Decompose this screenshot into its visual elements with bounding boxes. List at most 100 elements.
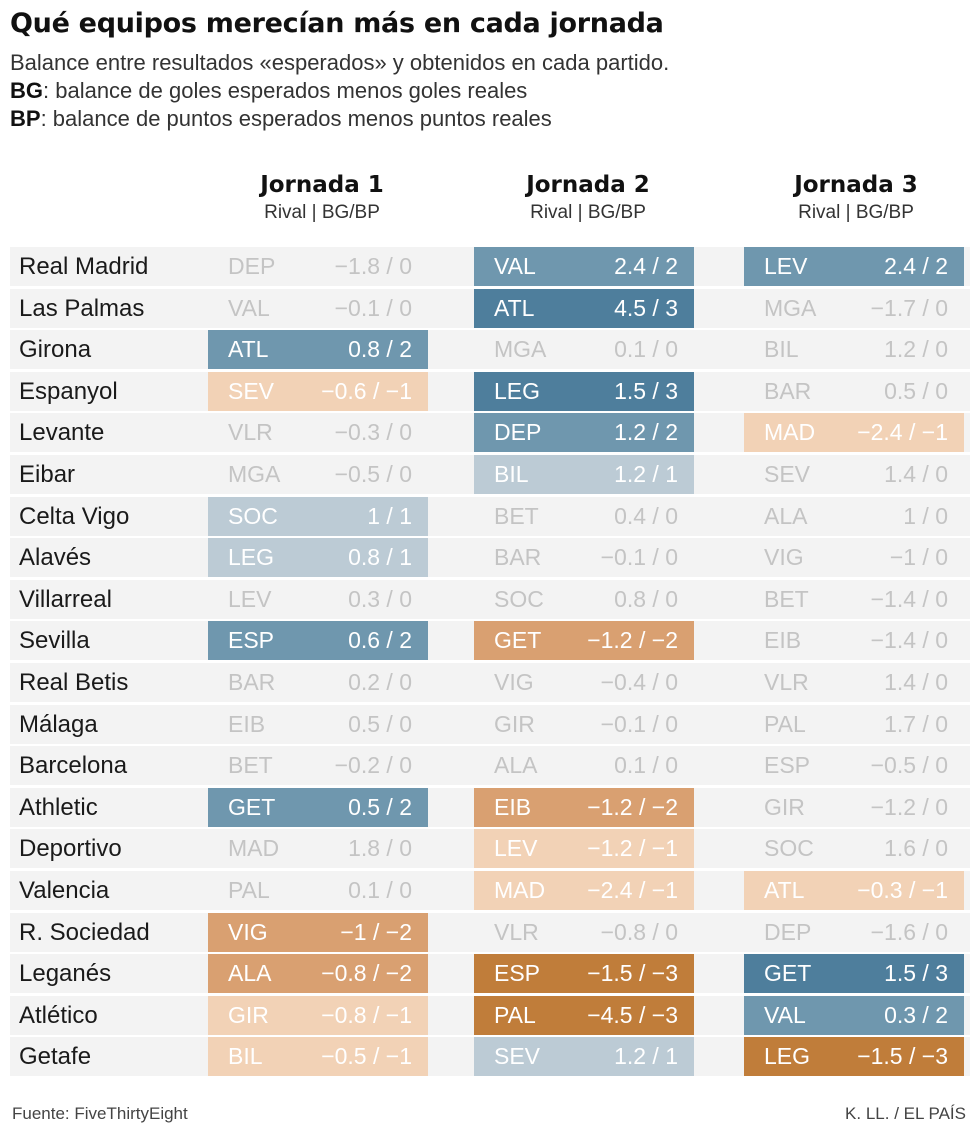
match-cell: SOC 1.6 / 0 — [744, 829, 964, 868]
table-row — [10, 746, 970, 785]
balance-value: 1.4 / 0 — [884, 461, 948, 487]
rival-code: LEV — [764, 253, 808, 279]
match-cell: BAR −0.1 / 0 — [474, 538, 694, 577]
team-name: Sevilla — [19, 627, 90, 654]
row-divider — [10, 1076, 970, 1078]
rival-code: PAL — [228, 877, 270, 903]
rival-code: ALA — [494, 752, 538, 778]
balance-value: −1.5 / −3 — [857, 1043, 948, 1069]
table-row — [10, 913, 970, 952]
balance-value: 1.2 / 1 — [614, 461, 678, 487]
match-cell: DEP 1.2 / 2 — [474, 413, 694, 452]
balance-value: −2.4 / −1 — [587, 877, 678, 903]
balance-value: 1.2 / 2 — [614, 419, 678, 445]
balance-value: 2.4 / 2 — [884, 253, 948, 279]
team-name: Girona — [19, 336, 92, 363]
team-name: Leganés — [19, 960, 112, 987]
balance-value: 0.5 / 2 — [348, 794, 412, 820]
balance-value: −1.8 / 0 — [334, 253, 412, 279]
row-divider — [10, 1035, 970, 1037]
balance-value: −0.1 / 0 — [600, 544, 678, 570]
legend-bp-key: BP — [10, 106, 41, 131]
row-divider — [10, 328, 970, 330]
row-divider — [10, 993, 970, 995]
match-cell: VAL 2.4 / 2 — [474, 247, 694, 286]
row-divider — [10, 494, 970, 496]
rival-code: BIL — [228, 1043, 263, 1069]
balance-value: −1.4 / 0 — [870, 627, 948, 653]
rival-code: BET — [764, 586, 809, 612]
team-name: Real Madrid — [19, 253, 149, 280]
balance-value: −0.6 / −1 — [321, 378, 412, 404]
balance-value: 1.2 / 1 — [614, 1043, 678, 1069]
team-name: Alavés — [19, 544, 92, 571]
match-cell: BET 0.4 / 0 — [474, 497, 694, 536]
rival-code: EIB — [494, 794, 532, 820]
match-cell: BAR 0.2 / 0 — [208, 663, 428, 702]
balance-value: −1 / −2 — [340, 919, 412, 945]
balance-value: 1.4 / 0 — [884, 669, 948, 695]
balance-value: 0.1 / 0 — [614, 752, 678, 778]
rival-code: VLR — [764, 669, 809, 695]
column-title: Jornada 3 — [794, 172, 918, 198]
balance-value: 0.2 / 0 — [348, 669, 412, 695]
row-divider — [10, 452, 970, 454]
match-cell: GIR −0.1 / 0 — [474, 705, 694, 744]
team-name: Getafe — [19, 1043, 92, 1070]
balance-value: 0.8 / 2 — [348, 336, 412, 362]
rival-code: BAR — [228, 669, 276, 695]
row-divider — [10, 952, 970, 954]
balance-value: 1.5 / 3 — [614, 378, 678, 404]
team-name: Barcelona — [19, 752, 128, 779]
rival-code: MAD — [228, 835, 280, 861]
team-name: Atlético — [19, 1002, 98, 1029]
balance-value: −0.3 / 0 — [334, 419, 412, 445]
legend-bg-key: BG — [10, 78, 43, 103]
match-cell: VAL −0.1 / 0 — [208, 289, 428, 328]
column-title: Jornada 1 — [260, 172, 384, 198]
legend-bg: BG: balance de goles esperados menos gol… — [10, 77, 669, 105]
column-header-jornada-1: Jornada 1 Rival | BG/BP — [212, 172, 432, 224]
row-divider — [10, 702, 970, 704]
match-cell: VIG −0.4 / 0 — [474, 663, 694, 702]
rival-code: LEV — [494, 835, 538, 861]
table-row — [10, 580, 970, 619]
match-cell: BET −1.4 / 0 — [744, 580, 964, 619]
balance-value: 1.8 / 0 — [348, 835, 412, 861]
balance-value: −1.4 / 0 — [870, 586, 948, 612]
rival-code: BIL — [764, 336, 799, 362]
rival-code: LEG — [494, 378, 541, 404]
match-cell: MAD −2.4 / −1 — [744, 413, 964, 452]
team-name: R. Sociedad — [19, 919, 150, 946]
match-cell: GET 1.5 / 3 — [744, 954, 964, 993]
rival-code: SOC — [228, 503, 278, 529]
team-name: Deportivo — [19, 835, 122, 862]
match-cell: ESP 0.6 / 2 — [208, 621, 428, 660]
balance-value: −0.5 / −1 — [321, 1043, 412, 1069]
rival-code: ALA — [764, 503, 808, 529]
table-row — [10, 663, 970, 702]
rival-code: ESP — [228, 627, 275, 653]
balance-value: 1.6 / 0 — [884, 835, 948, 861]
balance-value: 2.4 / 2 — [614, 253, 678, 279]
table-row — [10, 705, 970, 744]
rival-code: SEV — [494, 1043, 541, 1069]
rival-code: VIG — [764, 544, 804, 570]
rival-code: SEV — [228, 378, 275, 404]
match-cell: ESP −0.5 / 0 — [744, 746, 964, 785]
row-divider — [10, 411, 970, 413]
match-cell: LEV −1.2 / −1 — [474, 829, 694, 868]
balance-value: 0.3 / 2 — [884, 1002, 948, 1028]
rival-code: BAR — [494, 544, 542, 570]
match-cell: SOC 0.8 / 0 — [474, 580, 694, 619]
row-divider — [10, 868, 970, 870]
source-note: Fuente: FiveThirtyEight — [12, 1104, 188, 1123]
team-name: Espanyol — [19, 378, 118, 405]
match-cell: SEV 1.2 / 1 — [474, 1037, 694, 1076]
balance-value: 0.5 / 0 — [348, 711, 412, 737]
rival-code: DEP — [764, 919, 812, 945]
rival-code: SEV — [764, 461, 811, 487]
balance-value: 0.3 / 0 — [348, 586, 412, 612]
table-row — [10, 497, 970, 536]
rival-code: DEP — [494, 419, 542, 445]
